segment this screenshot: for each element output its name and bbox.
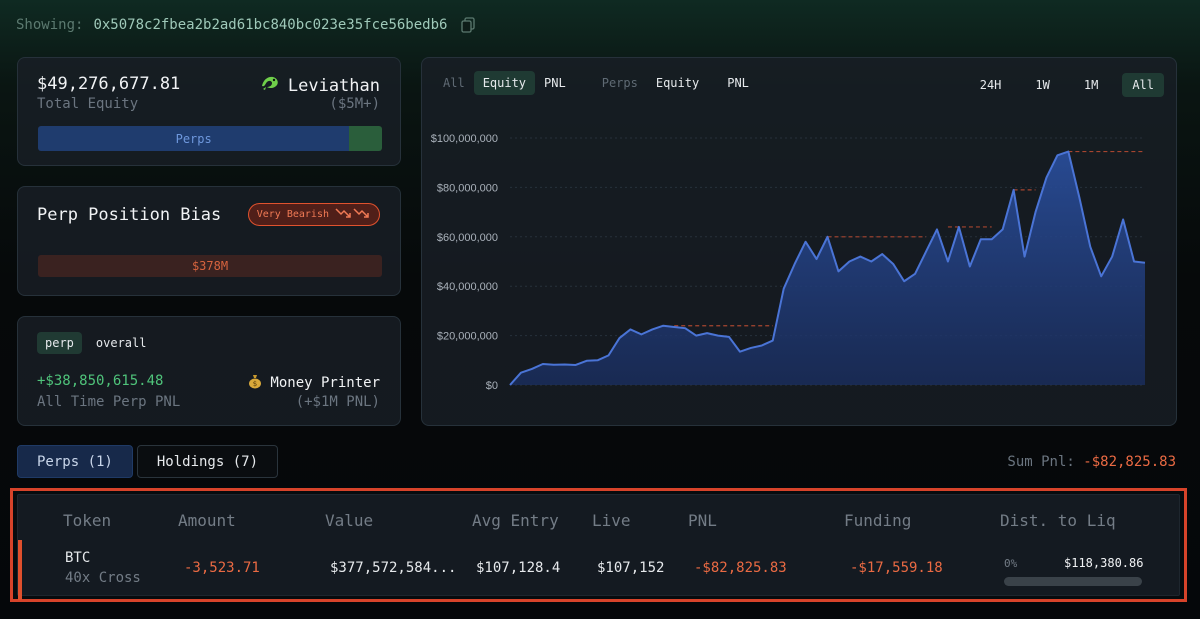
all-time-pnl-value: +$38,850,615.48: [37, 373, 164, 389]
sum-pnl-label: Sum Pnl:: [1007, 454, 1075, 470]
sum-pnl: Sum Pnl: -$82,825.83: [1007, 454, 1176, 470]
row-live: $107,152: [597, 560, 665, 576]
pnl-tier-range: (+$1M PNL): [295, 394, 380, 410]
row-pnl: -$82,825.83: [694, 560, 787, 576]
col-dist-to-liq: Dist. to Liq: [1000, 511, 1116, 530]
trend-down-icon: [335, 207, 371, 222]
tab-perps-positions[interactable]: Perps (1): [17, 445, 133, 478]
tab-pnl[interactable]: PNL: [544, 76, 566, 90]
range-1m[interactable]: 1M: [1083, 78, 1099, 92]
y-tick-label: $100,000,000: [431, 133, 498, 145]
bias-title: Perp Position Bias: [37, 205, 222, 225]
bias-bar: $378M: [38, 255, 382, 277]
perps-allocation: Perps: [38, 126, 350, 151]
col-avg-entry: Avg Entry: [472, 511, 559, 530]
range-1w[interactable]: 1W: [1035, 78, 1050, 92]
y-tick-label: $80,000,000: [437, 182, 498, 194]
liq-distance-bar: [1004, 577, 1142, 586]
short-position-marker: [18, 540, 22, 600]
row-token[interactable]: BTC: [65, 550, 91, 566]
wallet-address[interactable]: 0x5078c2fbea2b2ad61bc840bc023e35fce56bed…: [93, 17, 448, 33]
leviathan-icon: [260, 74, 280, 97]
showing-label: Showing:: [16, 17, 84, 33]
pnl-tier-name: Money Printer: [270, 375, 380, 391]
copy-icon[interactable]: [461, 17, 476, 33]
y-tick-label: $40,000,000: [437, 281, 498, 293]
tab-equity[interactable]: Equity: [473, 71, 536, 95]
col-amount: Amount: [178, 511, 236, 530]
pnl-scope-toggle: perp overall: [37, 332, 154, 354]
pnl-card: perp overall +$38,850,615.48 All Time Pe…: [17, 316, 401, 426]
col-token: Token: [63, 511, 112, 530]
toggle-overall[interactable]: overall: [95, 336, 147, 350]
row-avg-entry: $107,128.4: [476, 560, 561, 576]
money-bag-icon: $: [248, 373, 262, 393]
chart-metric-tabs: All Equity PNL Perps Equity PNL: [434, 71, 758, 95]
row-funding: -$17,559.18: [850, 560, 943, 576]
col-funding: Funding: [844, 511, 912, 530]
pnl-tier: $ Money Printer: [248, 373, 380, 393]
equity-chart-card: $100,000,000 $80,000,000 $60,000,000 $40,00…: [421, 57, 1177, 426]
bias-badge-label: Very Bearish: [256, 209, 329, 220]
row-value: $377,572,584...: [330, 560, 457, 576]
other-allocation: [349, 126, 382, 151]
row-leverage: 40x Cross: [65, 570, 141, 586]
all-time-pnl-label: All Time Perp PNL: [37, 394, 181, 410]
liq-percent: 0%: [1004, 557, 1018, 570]
col-value: Value: [325, 511, 374, 530]
y-tick-label: $20,000,000: [437, 331, 498, 343]
liq-price: $118,380.86: [1064, 556, 1144, 570]
total-equity-value: $49,276,677.81: [37, 74, 181, 94]
bias-card: Perp Position Bias Very Bearish $378M: [17, 186, 401, 296]
chart-range-tabs: 24H 1W 1M All: [970, 73, 1164, 97]
tier-name: Leviathan: [287, 75, 380, 96]
bias-badge: Very Bearish: [247, 203, 380, 226]
range-all[interactable]: All: [1122, 73, 1164, 97]
tab-holdings[interactable]: Holdings (7): [136, 445, 279, 478]
equity-chart: $100,000,000 $80,000,000 $60,000,000 $40,00…: [431, 133, 1146, 392]
tab-all[interactable]: All: [443, 76, 465, 90]
total-equity-label: Total Equity: [37, 96, 139, 112]
positions-table-highlight: Token Amount Value Avg Entry Live PNL Fu…: [10, 488, 1187, 602]
svg-text:$: $: [253, 380, 257, 388]
toggle-perp[interactable]: perp: [37, 332, 82, 354]
equity-allocation-bar: Perps: [38, 126, 382, 151]
col-live: Live: [592, 511, 631, 530]
position-tabs: Perps (1) Holdings (7): [17, 445, 279, 478]
range-24h[interactable]: 24H: [979, 78, 1002, 92]
equity-card: $49,276,677.81 Total Equity Leviathan ($…: [17, 57, 401, 166]
tab-perps[interactable]: Perps: [601, 76, 638, 90]
positions-table: Token Amount Value Avg Entry Live PNL Fu…: [17, 494, 1180, 600]
tab-perps-equity[interactable]: Equity: [655, 76, 700, 90]
sum-pnl-value: -$82,825.83: [1083, 454, 1176, 470]
equity-line: [509, 150, 1146, 386]
row-amount: -3,523.71: [184, 560, 260, 576]
equity-tier: Leviathan: [260, 74, 380, 97]
equity-area: [510, 151, 1145, 385]
tab-perps-pnl[interactable]: PNL: [727, 76, 749, 90]
address-header: Showing: 0x5078c2fbea2b2ad61bc840bc023e3…: [16, 17, 476, 33]
y-tick-label: $60,000,000: [437, 232, 498, 244]
y-tick-label: $0: [486, 380, 498, 392]
col-pnl: PNL: [688, 511, 717, 530]
tier-range: ($5M+): [329, 96, 380, 112]
